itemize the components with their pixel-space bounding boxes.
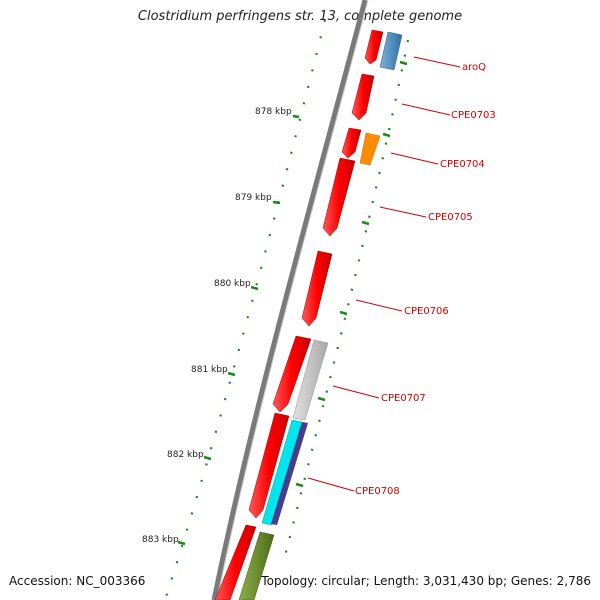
backbone-highlight — [216, 0, 369, 600]
feature-purple — [271, 422, 308, 525]
scale-label-880: 880 kbp — [214, 279, 251, 289]
gene-label-cpe0706: CPE0706 — [404, 306, 449, 317]
cds-feature — [322, 157, 356, 237]
cds-feature — [364, 29, 384, 65]
outer-dotted-scale — [282, 39, 410, 561]
map-title: Clostridium perfringens str. 13, complet… — [137, 9, 463, 24]
feature-aroq — [379, 31, 403, 71]
backbone-arc — [211, 0, 368, 600]
gene-label-cpe0703: CPE0703 — [451, 110, 496, 121]
genome-summary-text: Topology: circular; Length: 3,031,430 bp… — [261, 574, 591, 588]
scale-label-881: 881 kbp — [191, 365, 228, 375]
cds-feature — [351, 73, 375, 121]
scale-label-879: 879 kbp — [235, 193, 272, 203]
cds-feature — [214, 524, 257, 600]
feature-cpe0707 — [292, 339, 329, 421]
scale-label-882: 882 kbp — [167, 450, 204, 460]
cds-feature — [301, 250, 333, 327]
feature-cyan — [261, 419, 303, 526]
inner-major-ticks — [177, 114, 300, 546]
cds-feature — [248, 412, 290, 519]
label-leaders — [307, 56, 461, 492]
inner-dotted-scale — [163, 19, 327, 600]
scale-label-878: 878 kbp — [255, 107, 292, 117]
scale-label-883: 883 kbp — [142, 535, 179, 545]
forward-strand-features — [214, 29, 384, 600]
gene-label-aroq: aroQ — [462, 62, 486, 73]
gene-label-cpe0705: CPE0705 — [428, 212, 473, 223]
cds-feature — [272, 335, 312, 413]
gene-label-cpe0708: CPE0708 — [355, 486, 400, 497]
cds-feature — [341, 127, 362, 159]
outer-major-ticks — [295, 60, 408, 488]
gene-label-cpe0704: CPE0704 — [440, 159, 485, 170]
accession-text: Accession: NC_003366 — [9, 574, 146, 588]
gene-label-cpe0707: CPE0707 — [381, 393, 426, 404]
feature-cpe0704 — [359, 132, 381, 166]
feature-olive — [238, 531, 275, 600]
